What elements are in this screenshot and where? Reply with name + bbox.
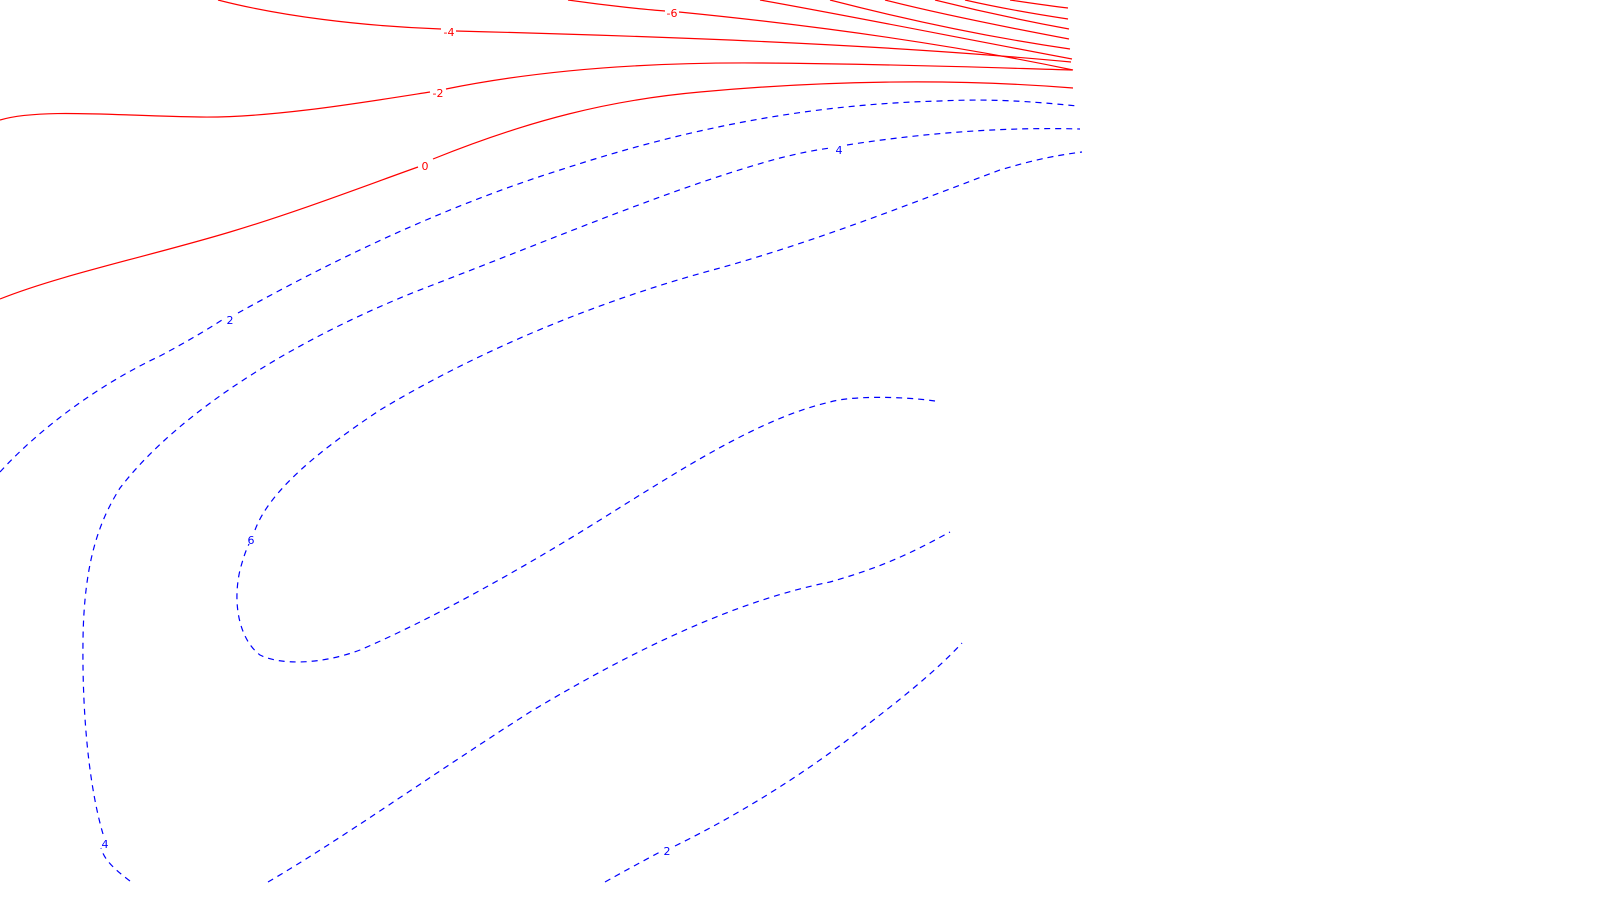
contour-label: 2 [664,845,671,858]
contour-labels: -6 -4 -2 0 2 4 4 6 2 [102,7,843,858]
contour-label: 6 [248,534,255,547]
contour-label: 4 [836,144,843,157]
contour-line-positive-2 [0,99,1079,473]
contour-label: 0 [422,160,429,173]
contour-line-negative-m4 [217,0,1072,63]
contour-label: -6 [667,7,678,20]
contour-line-negative-m10 [829,0,1071,50]
contour-line-negative-m12 [884,0,1070,40]
contour-line-positive-4 [82,127,1081,882]
contour-label: -2 [433,87,444,100]
contour-line-positive-4 [267,531,951,883]
contour-line-negative-0 [0,81,1074,300]
contour-label: 2 [227,314,234,327]
contour-line-positive-6 [236,151,1083,663]
contour-line-positive-2 [604,642,963,883]
contour-label: 4 [102,838,109,851]
contour-line-negative-m2 [0,62,1073,121]
contour-lines [0,0,1083,883]
contour-label: -4 [444,26,455,39]
contour-line-negative-m8 [759,0,1073,60]
contour-line-negative-m18 [1009,0,1069,9]
contour-line-negative-m6 [567,0,1074,71]
contour-line-negative-m16 [964,0,1069,20]
contour-line-negative-m14 [934,0,1070,30]
